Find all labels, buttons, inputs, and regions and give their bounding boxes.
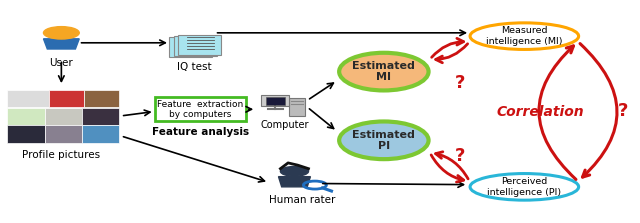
- FancyBboxPatch shape: [45, 107, 83, 125]
- FancyBboxPatch shape: [261, 95, 289, 106]
- Text: ?: ?: [455, 74, 466, 92]
- FancyBboxPatch shape: [266, 97, 285, 105]
- FancyBboxPatch shape: [84, 91, 119, 107]
- Ellipse shape: [470, 173, 579, 200]
- FancyBboxPatch shape: [178, 35, 221, 55]
- Polygon shape: [44, 39, 79, 49]
- FancyBboxPatch shape: [83, 107, 119, 125]
- Polygon shape: [278, 177, 310, 187]
- FancyBboxPatch shape: [173, 36, 216, 56]
- Text: Correlation: Correlation: [497, 105, 584, 118]
- Text: Feature  extraction
by computers: Feature extraction by computers: [157, 100, 243, 119]
- Text: Computer: Computer: [260, 120, 309, 130]
- Ellipse shape: [470, 23, 579, 50]
- Ellipse shape: [339, 122, 429, 159]
- Circle shape: [280, 166, 308, 176]
- Text: Feature analysis: Feature analysis: [152, 127, 249, 137]
- FancyBboxPatch shape: [289, 98, 305, 116]
- Text: Profile pictures: Profile pictures: [22, 150, 100, 160]
- FancyBboxPatch shape: [7, 91, 49, 107]
- Text: ?: ?: [618, 103, 628, 120]
- FancyBboxPatch shape: [155, 97, 246, 121]
- FancyBboxPatch shape: [170, 37, 212, 58]
- FancyBboxPatch shape: [7, 107, 45, 125]
- Text: Measured
intelligence (MI): Measured intelligence (MI): [486, 27, 563, 46]
- Text: User: User: [49, 58, 73, 68]
- FancyBboxPatch shape: [49, 91, 84, 107]
- Text: Human rater: Human rater: [269, 195, 335, 205]
- FancyBboxPatch shape: [7, 125, 45, 142]
- FancyBboxPatch shape: [83, 125, 119, 142]
- Text: Perceived
intelligence (PI): Perceived intelligence (PI): [487, 177, 561, 196]
- Text: Estimated
PI: Estimated PI: [353, 130, 415, 151]
- Text: ?: ?: [455, 147, 466, 165]
- Circle shape: [44, 27, 79, 39]
- Ellipse shape: [339, 53, 429, 91]
- Text: Estimated
MI: Estimated MI: [353, 61, 415, 83]
- FancyBboxPatch shape: [45, 125, 83, 142]
- Text: IQ test: IQ test: [177, 62, 211, 72]
